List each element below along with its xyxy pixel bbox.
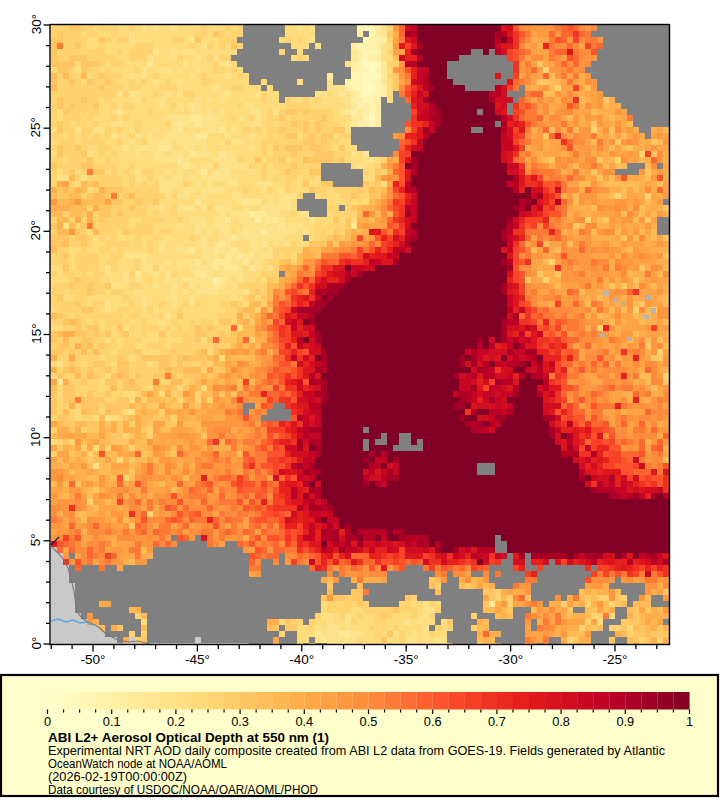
svg-text:0.6: 0.6 <box>424 714 442 729</box>
svg-text:0.5: 0.5 <box>360 714 378 729</box>
svg-text:0.3: 0.3 <box>231 714 249 729</box>
svg-text:0.9: 0.9 <box>616 714 634 729</box>
svg-text:-30°: -30° <box>498 652 523 667</box>
svg-text:10°: 10° <box>29 426 44 446</box>
svg-text:0.2: 0.2 <box>167 714 185 729</box>
svg-text:0.1: 0.1 <box>103 714 121 729</box>
svg-text:-40°: -40° <box>289 652 314 667</box>
svg-text:0: 0 <box>44 714 51 729</box>
svg-text:30°: 30° <box>29 14 44 34</box>
svg-text:-25°: -25° <box>603 652 628 667</box>
svg-text:OceanWatch node at NOAA/AOML: OceanWatch node at NOAA/AOML <box>48 757 227 771</box>
svg-text:-35°: -35° <box>394 652 419 667</box>
svg-text:-50°: -50° <box>81 652 106 667</box>
svg-text:0°: 0° <box>29 637 44 650</box>
svg-text:Experimental NRT AOD daily com: Experimental NRT AOD daily composite cre… <box>48 744 665 758</box>
svg-text:25°: 25° <box>29 117 44 137</box>
svg-text:Data courtesy of USDOC/NOAA/OA: Data courtesy of USDOC/NOAA/OAR/AOML/PHO… <box>48 783 318 797</box>
svg-text:15°: 15° <box>29 323 44 343</box>
svg-text:-45°: -45° <box>185 652 210 667</box>
svg-text:5°: 5° <box>29 533 44 546</box>
svg-text:1: 1 <box>686 714 693 729</box>
svg-text:0.8: 0.8 <box>552 714 570 729</box>
svg-text:0.4: 0.4 <box>295 714 313 729</box>
svg-text:20°: 20° <box>29 220 44 240</box>
svg-text:ABI L2+ Aerosol Optical Depth: ABI L2+ Aerosol Optical Depth at 550 nm … <box>48 731 329 745</box>
svg-text:0.7: 0.7 <box>488 714 506 729</box>
svg-text:(2026-02-19T00:00:00Z): (2026-02-19T00:00:00Z) <box>48 770 187 784</box>
